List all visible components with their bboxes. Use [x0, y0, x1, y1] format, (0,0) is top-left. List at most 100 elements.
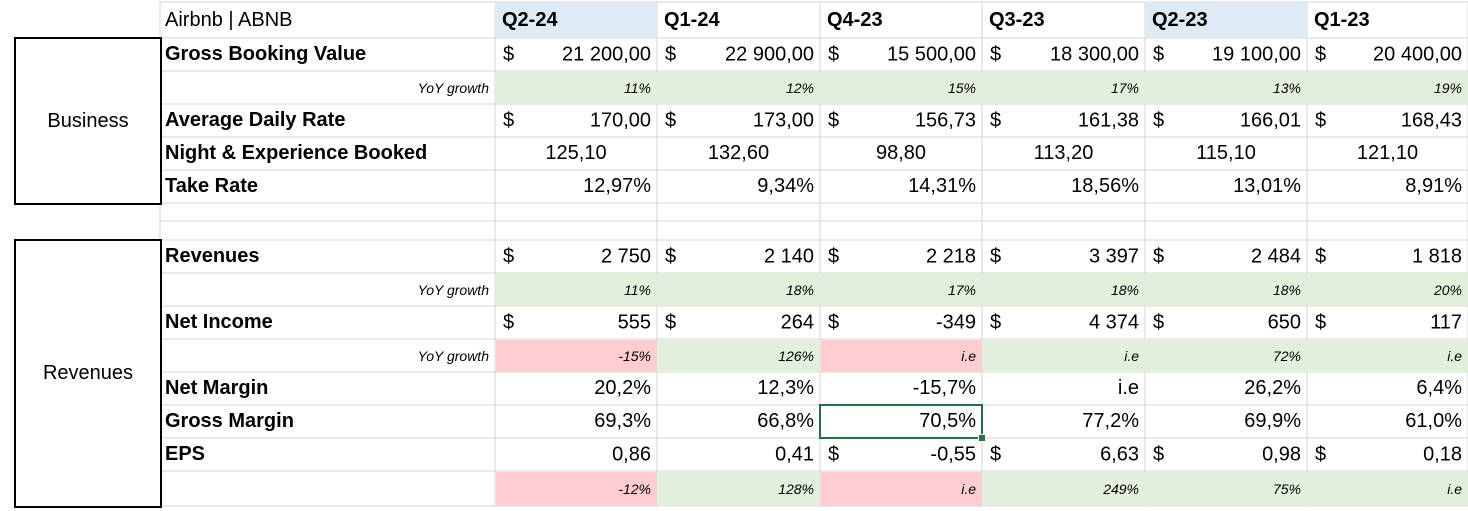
gross-margin-cell[interactable]: 66,8% — [757, 410, 814, 432]
revenues-yoy-cell[interactable]: 18% — [1146, 274, 1307, 306]
take-rate-cell[interactable]: 13,01% — [1233, 175, 1301, 197]
quarter-header[interactable]: Q3-23 — [989, 9, 1045, 31]
eps-yoy-cell[interactable]: -12% — [496, 472, 657, 506]
row-label-nights-booked[interactable]: Night & Experience Booked — [165, 142, 428, 164]
eps-yoy-cell[interactable]: i.e — [1308, 472, 1468, 506]
active-cell-selection[interactable] — [819, 404, 983, 439]
take-rate-cell[interactable]: 9,34% — [757, 175, 814, 197]
nights-booked-cell[interactable]: 115,10 — [1196, 142, 1256, 164]
revenues-cell[interactable]: $2 140 — [657, 240, 820, 273]
average-daily-rate-cell[interactable]: $161,38 — [982, 104, 1145, 137]
net-margin-cell[interactable]: 6,4% — [1416, 377, 1462, 399]
net-income-cell[interactable]: $ -349 — [820, 306, 982, 339]
revenues-yoy-cell[interactable]: 17% — [821, 274, 982, 306]
quarter-header[interactable]: Q4-23 — [827, 9, 883, 31]
net-margin-cell[interactable]: 20,2% — [594, 377, 651, 399]
revenues-cell[interactable]: $2 484 — [1145, 240, 1307, 273]
eps-cell[interactable]: $0,18 — [1307, 438, 1468, 471]
gross-booking-value-cell[interactable]: $18 300,00 — [982, 38, 1145, 71]
gross-booking-value-cell[interactable]: $21 200,00 — [495, 38, 657, 71]
quarter-header[interactable]: Q1-23 — [1314, 9, 1370, 31]
net-income-cell[interactable]: $264 — [657, 306, 820, 339]
net-income-yoy-cell[interactable]: i.e — [821, 340, 982, 372]
net-margin-cell[interactable]: 26,2% — [1244, 377, 1301, 399]
nights-booked-cell[interactable]: 121,10 — [1356, 142, 1419, 164]
gross-margin-cell[interactable]: 69,3% — [594, 410, 651, 432]
net-income-cell[interactable]: $4 374 — [982, 306, 1145, 339]
sheet-title[interactable]: Airbnb | ABNB — [165, 8, 293, 31]
eps-yoy-cell[interactable]: 75% — [1146, 472, 1307, 506]
section-revenues[interactable]: Revenues — [14, 239, 162, 508]
gross-booking-value-cell[interactable]: $20 400,00 — [1307, 38, 1468, 71]
average-daily-rate-cell[interactable]: $170,00 — [495, 104, 657, 137]
average-daily-rate-cell[interactable]: $156,73 — [820, 104, 982, 137]
eps-yoy-cell[interactable]: 128% — [658, 472, 820, 506]
gross-margin-cell[interactable]: 61,0% — [1405, 410, 1462, 432]
average-daily-rate-cell[interactable]: $166,01 — [1145, 104, 1307, 137]
gbv-yoy-cell[interactable]: 15% — [821, 72, 982, 104]
eps-cell[interactable]: $6,63 — [982, 438, 1145, 471]
row-label-yoy-growth[interactable]: YoY growth — [417, 79, 489, 96]
gross-margin-cell[interactable]: 69,9% — [1244, 410, 1301, 432]
row-label-yoy-growth[interactable]: YoY growth — [417, 281, 489, 298]
fill-handle[interactable] — [978, 434, 986, 442]
gbv-yoy-cell[interactable]: 13% — [1146, 72, 1307, 104]
empty-label-cell[interactable] — [160, 471, 495, 506]
gross-booking-value-cell[interactable]: $15 500,00 — [820, 38, 982, 71]
net-margin-cell[interactable]: i.e — [1117, 377, 1139, 399]
eps-cell[interactable]: $0,98 — [1145, 438, 1307, 471]
row-label-take-rate[interactable]: Take Rate — [165, 175, 259, 197]
gross-booking-value-cell[interactable]: $19 100,00 — [1145, 38, 1307, 71]
take-rate-cell[interactable]: 14,31% — [908, 175, 976, 197]
nights-booked-cell[interactable]: 132,60 — [707, 142, 770, 164]
row-label-average-daily-rate[interactable]: Average Daily Rate — [165, 109, 346, 131]
take-rate-cell[interactable]: 18,56% — [1071, 175, 1139, 197]
revenues-yoy-cell[interactable]: 11% — [496, 274, 657, 306]
nights-booked-cell[interactable]: 125,10 — [545, 142, 607, 164]
net-margin-cell[interactable]: 12,3% — [757, 377, 814, 399]
eps-yoy-cell[interactable]: i.e — [821, 472, 982, 506]
revenues-cell[interactable]: $3 397 — [982, 240, 1145, 273]
quarter-header[interactable]: Q1-24 — [664, 9, 720, 31]
net-margin-cell[interactable]: -15,7% — [912, 377, 976, 399]
gbv-yoy-cell[interactable]: 19% — [1308, 72, 1468, 104]
revenues-cell[interactable]: $2 218 — [820, 240, 982, 273]
take-rate-cell[interactable]: 8,91% — [1405, 175, 1462, 197]
quarter-header[interactable]: Q2-24 — [496, 3, 657, 38]
net-income-yoy-cell[interactable]: 126% — [658, 340, 820, 372]
row-label-net-margin[interactable]: Net Margin — [165, 377, 269, 399]
net-income-cell[interactable]: $117 — [1307, 306, 1468, 339]
row-label-yoy-growth[interactable]: YoY growth — [417, 347, 489, 364]
gross-booking-value-cell[interactable]: $22 900,00 — [657, 38, 820, 71]
row-label-gross-booking-value[interactable]: Gross Booking Value — [165, 43, 367, 65]
net-income-cell[interactable]: $555 — [495, 306, 657, 339]
eps-cell[interactable]: 0,41 — [657, 438, 820, 471]
quarter-header[interactable]: Q2-23 — [1146, 3, 1307, 38]
gbv-yoy-cell[interactable]: 12% — [658, 72, 820, 104]
revenues-cell[interactable]: $1 818 — [1307, 240, 1468, 273]
nights-booked-cell[interactable]: 113,20 — [1033, 142, 1094, 164]
take-rate-cell[interactable]: 12,97% — [583, 175, 651, 197]
revenues-yoy-cell[interactable]: 18% — [658, 274, 820, 306]
row-label-revenues[interactable]: Revenues — [165, 245, 260, 267]
revenues-yoy-cell[interactable]: 20% — [1308, 274, 1468, 306]
net-income-yoy-cell[interactable]: 72% — [1146, 340, 1307, 372]
net-income-yoy-cell[interactable]: -15% — [496, 340, 657, 372]
net-income-yoy-cell[interactable]: i.e — [1308, 340, 1468, 372]
gross-margin-cell[interactable]: 70,5% — [919, 410, 976, 432]
eps-cell[interactable]: $ -0,55 — [820, 438, 982, 471]
gbv-yoy-cell[interactable]: 11% — [496, 72, 657, 104]
average-daily-rate-cell[interactable]: $168,43 — [1307, 104, 1468, 137]
average-daily-rate-cell[interactable]: $173,00 — [657, 104, 820, 137]
gbv-yoy-cell[interactable]: 17% — [983, 72, 1145, 104]
section-business[interactable]: Business — [14, 37, 162, 205]
gross-margin-cell[interactable]: 77,2% — [1082, 410, 1139, 432]
revenues-yoy-cell[interactable]: 18% — [983, 274, 1145, 306]
row-label-net-income[interactable]: Net Income — [165, 311, 273, 333]
row-label-gross-margin[interactable]: Gross Margin — [165, 410, 294, 432]
row-label-eps[interactable]: EPS — [165, 443, 206, 465]
nights-booked-cell[interactable]: 98,80 — [875, 142, 927, 164]
eps-cell[interactable]: 0,86 — [495, 438, 657, 471]
revenues-cell[interactable]: $2 750 — [495, 240, 657, 273]
net-income-cell[interactable]: $650 — [1145, 306, 1307, 339]
